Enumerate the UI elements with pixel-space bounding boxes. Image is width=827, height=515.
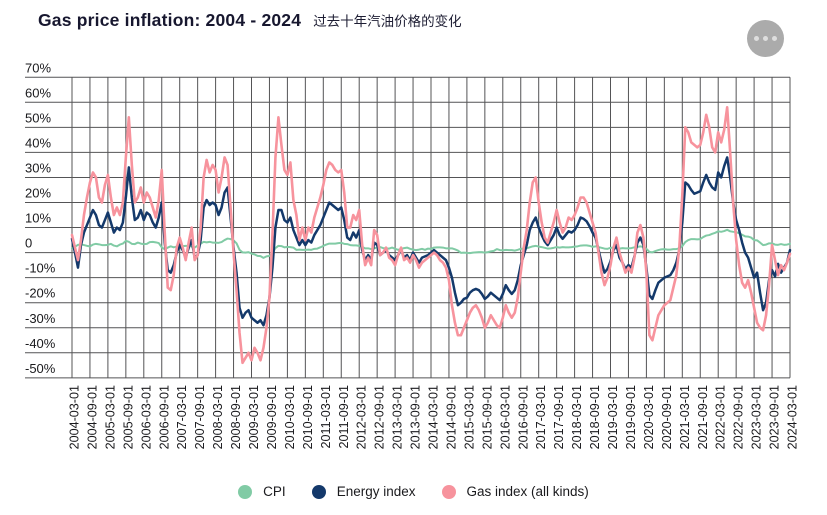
x-axis-labels: 2004-03-01 2004-09-01 2005-03-01 2005-09-01… — [68, 385, 800, 449]
x-tick-label: 2008-03-01 — [211, 385, 225, 449]
x-tick-label: 2012-09-01 — [373, 385, 387, 449]
x-tick-label: 2024-03-01 — [786, 385, 800, 449]
page-title: Gas price inflation: 2004 - 2024 — [38, 10, 302, 30]
x-tick-label: 2021-03-01 — [678, 385, 692, 449]
x-tick-label: 2016-03-01 — [498, 385, 512, 449]
y-tick-label: 10% — [25, 211, 51, 226]
x-tick-label: 2012-03-01 — [355, 385, 369, 449]
legend-label: CPI — [263, 484, 286, 499]
x-tick-label: 2015-03-01 — [462, 385, 476, 449]
ellipsis-icon — [754, 36, 759, 41]
x-tick-label: 2023-09-01 — [768, 385, 782, 449]
x-tick-label: 2020-03-01 — [642, 385, 656, 449]
x-tick-label: 2004-09-01 — [85, 385, 99, 449]
y-tick-label: -40% — [25, 336, 56, 351]
x-tick-label: 2010-03-01 — [283, 385, 297, 449]
more-options-button[interactable] — [747, 20, 784, 57]
y-gridlines — [25, 76, 790, 379]
x-tick-label: 2009-09-01 — [265, 385, 279, 449]
x-tick-label: 2022-09-01 — [732, 385, 746, 449]
y-tick-label: -50% — [25, 361, 56, 376]
chart-legend: CPI Energy index Gas index (all kinds) — [0, 484, 827, 499]
y-tick-label: 70% — [25, 60, 51, 75]
x-tick-label: 2013-03-01 — [391, 385, 405, 449]
ellipsis-icon — [772, 36, 777, 41]
y-tick-label: -20% — [25, 286, 56, 301]
legend-item-energy-index[interactable]: Energy index — [311, 484, 416, 499]
x-tick-label: 2011-03-01 — [319, 385, 333, 449]
x-tick-label: 2014-03-01 — [427, 385, 441, 449]
page-subtitle-chinese: 过去十年汽油价格的变化 — [313, 14, 462, 29]
x-tick-label: 2008-09-01 — [229, 385, 243, 449]
gas-swatch-icon — [441, 484, 456, 499]
x-tick-label: 2005-03-01 — [103, 385, 117, 449]
x-tick-label: 2018-03-01 — [570, 385, 584, 449]
cpi-swatch-icon — [238, 484, 253, 499]
x-tick-label: 2020-09-01 — [660, 385, 674, 449]
x-tick-label: 2006-09-01 — [157, 385, 171, 449]
x-tick-label: 2011-09-01 — [337, 385, 351, 449]
x-tick-label: 2018-09-01 — [588, 385, 602, 449]
legend-item-gas-index[interactable]: Gas index (all kinds) — [441, 484, 589, 499]
x-tick-label: 2023-03-01 — [750, 385, 764, 449]
x-tick-label: 2017-03-01 — [534, 385, 548, 449]
x-tick-label: 2013-09-01 — [409, 385, 423, 449]
x-tick-label: 2022-03-01 — [714, 385, 728, 449]
ellipsis-icon — [763, 36, 768, 41]
x-tick-label: 2019-09-01 — [624, 385, 638, 449]
y-tick-label: -10% — [25, 261, 56, 276]
x-tick-label: 2019-03-01 — [606, 385, 620, 449]
x-tick-label: 2010-09-01 — [301, 385, 315, 449]
series-line-gas-index-all-kinds — [70, 106, 792, 365]
legend-label: Energy index — [336, 484, 416, 499]
x-tick-label: 2005-09-01 — [121, 385, 135, 449]
y-tick-label: 50% — [25, 110, 51, 125]
energy-swatch-icon — [311, 484, 326, 499]
y-tick-label: 60% — [25, 85, 51, 100]
y-tick-label: -30% — [25, 311, 56, 326]
x-tick-label: 2017-09-01 — [552, 385, 566, 449]
x-tick-label: 2007-03-01 — [175, 385, 189, 449]
x-tick-label: 2015-09-01 — [480, 385, 494, 449]
x-tick-label: 2014-09-01 — [444, 385, 458, 449]
x-tick-label: 2006-03-01 — [139, 385, 153, 449]
line-chart: 70% 60% 50% 40% 30% 20% 10% 0 -10% -20% -30% -40% -5… — [25, 60, 800, 449]
x-tick-label: 2021-09-01 — [696, 385, 710, 449]
x-tick-label: 2004-03-01 — [68, 385, 82, 449]
y-axis-labels: 70% 60% 50% 40% 30% 20% 10% 0 -10% -20% -30% -40% -5… — [25, 60, 56, 376]
legend-label: Gas index (all kinds) — [466, 484, 589, 499]
x-tick-label: 2007-09-01 — [193, 385, 207, 449]
x-tick-label: 2009-03-01 — [247, 385, 261, 449]
y-tick-label: 40% — [25, 135, 51, 150]
y-tick-label: 30% — [25, 160, 51, 175]
y-tick-label: 0 — [25, 236, 32, 251]
legend-item-cpi[interactable]: CPI — [238, 484, 286, 499]
chart-header: Gas price inflation: 2004 - 2024 过去十年汽油价… — [38, 10, 737, 31]
x-tick-label: 2016-09-01 — [516, 385, 530, 449]
y-tick-label: 20% — [25, 186, 51, 201]
